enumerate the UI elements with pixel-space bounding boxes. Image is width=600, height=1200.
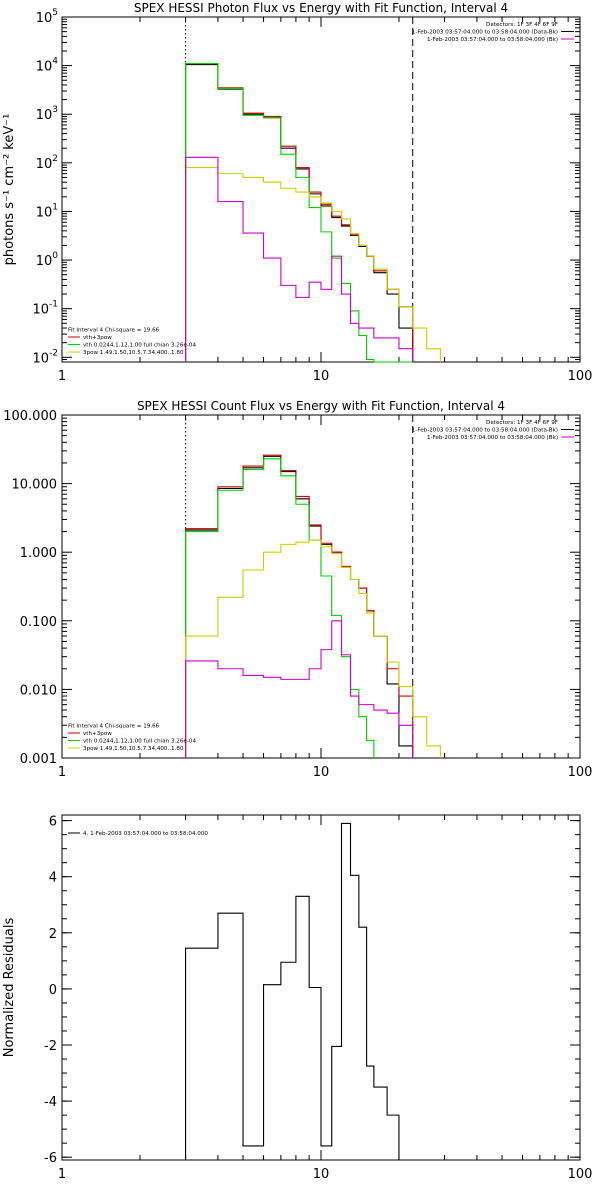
y-tick-label: 104 (36, 57, 59, 75)
y-tick-label: 0.010 (20, 683, 57, 698)
count-flux-panel: SPEX HESSI Count Flux vs Energy with Fit… (3, 399, 592, 780)
y-axis-label: photons s⁻¹ cm⁻² keV⁻¹ (2, 114, 17, 266)
legend-entry: vth 0.0244,1.12,1.00 full chian 3.26e-04 (83, 739, 196, 745)
y-tick-label: -6 (44, 1151, 57, 1166)
legend-entry: 1-Feb-2003 03:57:04.000 to 03:58:04.000 … (427, 37, 558, 43)
series-line (185, 167, 441, 362)
legend-entry: 4. 1-Feb-2003 03:57:04.000 to 03:58:04.0… (83, 831, 208, 837)
y-tick-base: 10 (36, 11, 53, 26)
series-line (185, 539, 441, 758)
x-tick-label: 100 (568, 1167, 593, 1182)
y-tick-label: 0.100 (20, 615, 57, 630)
y-tick-base: 10 (36, 205, 53, 220)
y-tick-exponent: -2 (49, 348, 58, 358)
x-tick-label: 100 (568, 765, 593, 780)
legend-entry: 1-Feb-2003 03:57:04.000 to 03:58:04.000 … (412, 30, 558, 36)
y-tick-base: 10 (36, 254, 53, 269)
legend-entry: Detectors: 1F 3F 4F 6F 9F (486, 22, 558, 28)
y-tick-exponent: 0 (52, 251, 58, 261)
legend-entry: 1-Feb-2003 03:57:04.000 to 03:58:04.000 … (427, 435, 558, 441)
y-tick-label: 2 (49, 927, 57, 942)
y-tick-exponent: 4 (52, 57, 58, 67)
legend-entry: Fit Interval 4 Chi-square = 19.66 (68, 328, 160, 334)
y-tick-label: 4 (49, 871, 57, 886)
y-tick-exponent: 3 (52, 105, 58, 115)
y-tick-label: 100 (36, 251, 59, 269)
y-tick-base: 10 (36, 157, 53, 172)
series-line (185, 458, 375, 758)
y-tick-label: 100.000 (3, 409, 57, 424)
y-tick-label: 103 (36, 105, 58, 123)
legend-entry: vth 0.0244,1.12,1.00 full chian 3.26e-04 (83, 343, 196, 349)
y-tick-label: 10-1 (32, 300, 58, 318)
chart-title: SPEX HESSI Photon Flux vs Energy with Fi… (134, 1, 508, 15)
y-tick-label: 6 (49, 815, 57, 830)
y-tick-label: 101 (36, 202, 58, 220)
series-line (185, 454, 414, 758)
y-tick-label: -4 (44, 1095, 57, 1110)
chart-title: SPEX HESSI Count Flux vs Energy with Fit… (137, 399, 505, 413)
y-tick-exponent: 1 (52, 202, 58, 212)
y-tick-label: 105 (36, 8, 58, 26)
y-tick-label: 10.000 (12, 478, 58, 493)
y-tick-exponent: 2 (52, 154, 58, 164)
y-tick-base: 10 (36, 108, 53, 123)
y-tick-base: 10 (36, 60, 53, 75)
series-line (185, 64, 414, 362)
x-tick-label: 10 (313, 1167, 330, 1182)
photon-flux-panel: SPEX HESSI Photon Flux vs Energy with Fi… (2, 1, 592, 384)
y-tick-exponent: -1 (49, 300, 58, 310)
series-line (185, 63, 414, 362)
legend-entry: 3pow 1.49,1.50,10.5,7.34,400.,1.80 (83, 746, 184, 752)
y-tick-exponent: 5 (52, 8, 58, 18)
series-line (185, 822, 413, 1161)
x-tick-label: 1 (58, 1167, 66, 1182)
legend-entry: 3pow 1.49,1.50,10.5,7.34,400.,1.80 (83, 350, 184, 356)
y-tick-label: 1.000 (20, 546, 57, 561)
y-axis-label: Normalized Residuals (2, 918, 17, 1058)
legend-entry: vth+3pow (83, 731, 112, 737)
legend-entry: Fit Interval 4 Chi-square = 19.66 (68, 724, 160, 730)
x-tick-label: 100 (568, 369, 593, 384)
y-tick-label: -2 (44, 1039, 57, 1054)
x-tick-label: 10 (313, 765, 330, 780)
y-tick-label: 0.001 (20, 752, 57, 767)
series-line (185, 620, 414, 758)
legend-entry: Detectors: 1F 3F 4F 6F 9F (486, 420, 558, 426)
legend-entry: vth+3pow (83, 335, 112, 341)
y-tick-base: 10 (32, 351, 49, 366)
series-line (185, 63, 413, 363)
residuals-panel: 1 10 100 -6 -4 -2 0 2 4 6 Normalized Residuals 4. 1… (2, 814, 593, 1182)
y-tick-label: 0 (49, 983, 57, 998)
y-tick-label: 102 (36, 154, 58, 172)
y-tick-label: 10-2 (32, 348, 58, 366)
plot-frame (61, 16, 581, 363)
y-tick-base: 10 (32, 303, 49, 318)
plot-frame (61, 414, 581, 759)
series-line (185, 455, 414, 758)
legend-entry: 1-Feb-2003 03:57:04.000 to 03:58:04.000 … (412, 428, 558, 434)
series-line (185, 156, 414, 362)
x-tick-label: 10 (313, 369, 330, 384)
x-tick-label: 1 (58, 765, 66, 780)
x-tick-label: 1 (58, 369, 66, 384)
